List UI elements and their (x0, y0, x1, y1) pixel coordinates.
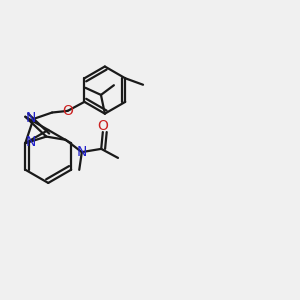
Text: N: N (25, 111, 36, 125)
Text: O: O (62, 104, 73, 118)
Text: N: N (77, 145, 87, 159)
Text: N: N (25, 135, 36, 149)
Text: O: O (98, 118, 108, 133)
